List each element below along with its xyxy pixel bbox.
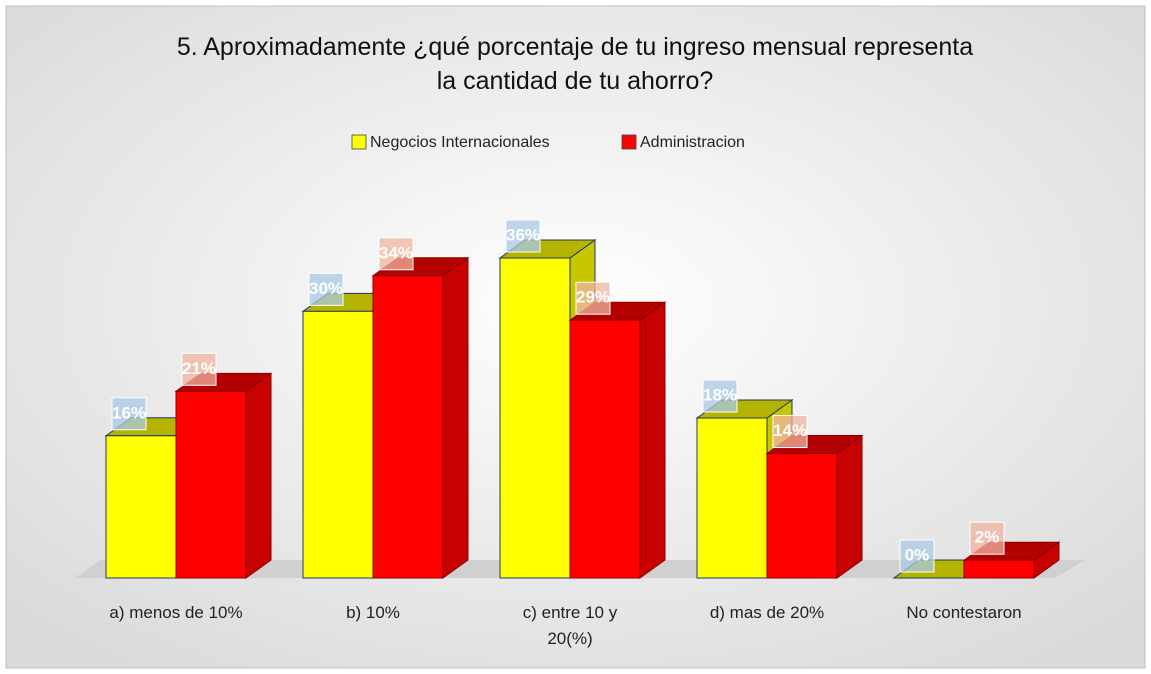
x-tick-label: No contestaron	[906, 603, 1022, 622]
x-tick-label: b) 10%	[346, 603, 400, 622]
x-tick-label-box: No contestaron	[906, 603, 1022, 622]
value-label: 21%	[182, 359, 216, 378]
bar	[175, 390, 247, 579]
legend-label: Negocios Internacionales	[370, 134, 550, 151]
x-tick-label-box: b) 10%	[346, 603, 400, 622]
bar	[963, 559, 1035, 579]
value-label: 36%	[506, 225, 540, 244]
x-tick-label: a) menos de 10%	[109, 603, 243, 622]
bar	[302, 310, 374, 579]
legend-swatch	[621, 134, 637, 150]
value-label: 2%	[975, 528, 1000, 547]
value-label-box	[111, 397, 147, 431]
bar-side	[442, 256, 469, 579]
x-tick-label-box: a) menos de 10%	[109, 603, 243, 622]
bar	[766, 453, 838, 579]
bar	[499, 257, 571, 579]
value-label: 14%	[773, 421, 807, 440]
value-label-box	[378, 237, 414, 271]
x-tick-label-box: d) mas de 20%	[709, 603, 825, 622]
value-label-box	[899, 539, 935, 573]
value-label: 18%	[703, 385, 737, 404]
bar-side	[836, 434, 863, 579]
x-tick-label: d) mas de 20%	[709, 603, 825, 622]
value-label: 0%	[905, 545, 930, 564]
value-label-box	[308, 272, 344, 306]
value-label-box	[575, 281, 611, 315]
value-label: 29%	[576, 288, 610, 307]
bar	[696, 417, 768, 579]
bar	[372, 275, 444, 579]
bar	[105, 435, 177, 579]
legend-label: Administracion	[640, 134, 745, 151]
x-tick-label: c) entre 10 y 20(%)	[522, 603, 618, 648]
value-label-box	[505, 219, 541, 253]
value-label-box	[772, 415, 808, 449]
legend-swatch	[351, 134, 367, 150]
value-label: 30%	[309, 279, 343, 298]
value-label-box	[702, 379, 738, 413]
bar	[569, 319, 641, 579]
value-label-box	[181, 352, 217, 386]
x-tick-label-box: c) entre 10 y 20(%)	[522, 603, 618, 648]
value-label: 34%	[379, 243, 413, 262]
bar-side	[245, 372, 272, 579]
chart-title: 5. Aproximadamente ¿qué porcentaje de tu…	[177, 33, 973, 95]
value-label-box	[969, 521, 1005, 555]
bar-side	[639, 301, 666, 579]
value-label: 16%	[112, 403, 146, 422]
